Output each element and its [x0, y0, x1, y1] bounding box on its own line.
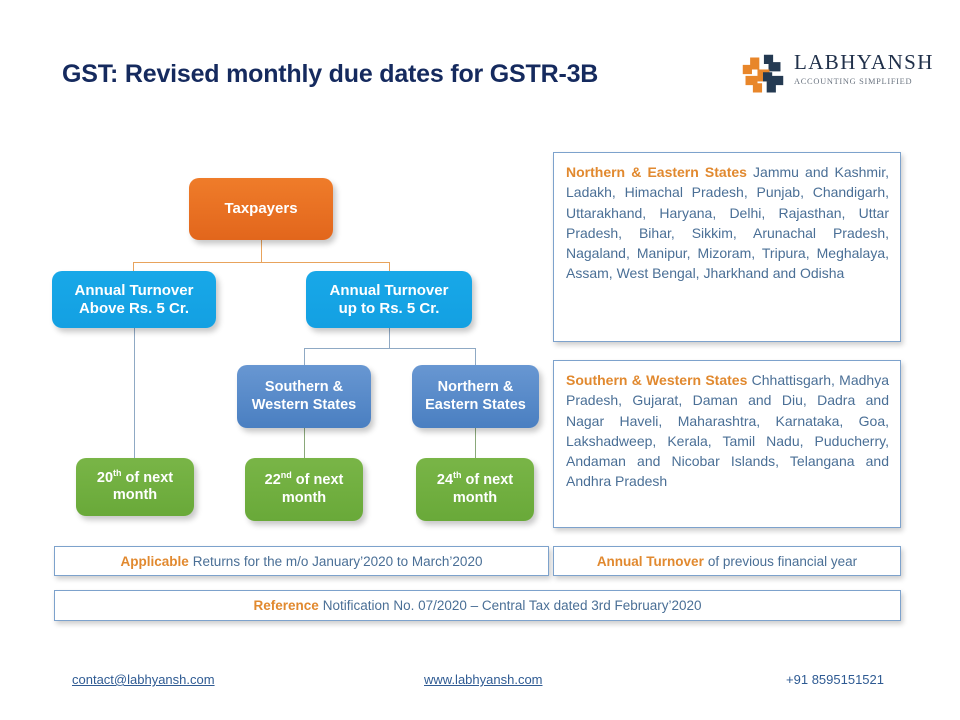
connector-to-northern-eastern: [475, 348, 476, 365]
node-due-date-22nd[interactable]: 22nd of next month: [245, 458, 363, 521]
panel-ne-heading: Northern & Eastern States: [566, 164, 747, 180]
panel-ne-body: Jammu and Kashmir, Ladakh, Himachal Prad…: [566, 164, 889, 282]
node-due-date-22nd-label: 22nd of next month: [264, 470, 344, 506]
pinwheel-logo-icon: [738, 52, 788, 98]
connector-root-bus: [133, 262, 390, 263]
panel-southern-western-states: Southern & Western States Chhattisgarh, …: [553, 360, 901, 528]
panel-northern-eastern-states: Northern & Eastern States Jammu and Kash…: [553, 152, 901, 342]
footer-email-link[interactable]: contact@labhyansh.com: [72, 672, 215, 687]
connector-root-to-left: [133, 262, 134, 274]
footer-contact-bar: contact@labhyansh.com www.labhyansh.com …: [62, 672, 898, 692]
footer-website-link[interactable]: www.labhyansh.com: [424, 672, 543, 687]
note-reference-text: Notification No. 07/2020 – Central Tax d…: [322, 598, 702, 613]
panel-sw-heading: Southern & Western States: [566, 372, 748, 388]
connector-root-stem: [261, 240, 262, 262]
note-turnover-label: Annual Turnover: [596, 553, 704, 569]
node-northern-eastern-states[interactable]: Northern & Eastern States: [412, 365, 539, 428]
note-applicable-label: Applicable: [120, 553, 189, 569]
note-reference-label: Reference: [253, 598, 319, 613]
note-annual-turnover: Annual Turnover of previous financial yea…: [553, 546, 901, 576]
note-reference: Reference Notification No. 07/2020 – Cent…: [54, 590, 901, 621]
node-turnover-upto-5cr[interactable]: Annual Turnover up to Rs. 5 Cr.: [306, 271, 472, 328]
note-applicable-text: Returns for the m/o January’2020 to Marc…: [192, 553, 483, 569]
footer-phone-number: +91 8595151521: [786, 672, 884, 687]
node-turnover-above-5cr[interactable]: Annual Turnover Above Rs. 5 Cr.: [52, 271, 216, 328]
node-due-date-24th-label: 24th of next month: [436, 470, 514, 506]
connector-ne-to-due24: [475, 428, 476, 460]
panel-sw-body: Chhattisgarh, Madhya Pradesh, Gujarat, D…: [566, 372, 889, 490]
connector-right-stem: [389, 328, 390, 348]
node-due-date-20th[interactable]: 20th of next month: [76, 458, 194, 516]
logo-tagline: ACCOUNTING SIMPLIFIED: [794, 77, 913, 86]
connector-left-to-due20: [134, 328, 135, 458]
brand-logo: LABHYANSH ACCOUNTING SIMPLIFIED: [738, 50, 934, 102]
connector-right-bus: [304, 348, 475, 349]
node-due-date-24th[interactable]: 24th of next month: [416, 458, 534, 521]
node-northern-eastern-states-label: Northern & Eastern States: [425, 379, 526, 413]
connector-to-southern-western: [304, 348, 305, 365]
node-southern-western-states[interactable]: Southern & Western States: [237, 365, 371, 428]
node-turnover-above-5cr-label: Annual Turnover Above Rs. 5 Cr.: [74, 281, 194, 317]
note-applicable-returns: Applicable Returns for the m/o January’20…: [54, 546, 549, 576]
node-due-date-20th-label: 20th of next month: [96, 468, 174, 503]
node-taxpayers-label: Taxpayers: [224, 200, 298, 218]
node-taxpayers[interactable]: Taxpayers: [189, 178, 333, 240]
page-title: GST: Revised monthly due dates for GSTR-…: [62, 60, 599, 88]
node-southern-western-states-label: Southern & Western States: [251, 379, 357, 413]
connector-root-to-right: [389, 262, 390, 274]
node-turnover-upto-5cr-label: Annual Turnover up to Rs. 5 Cr.: [329, 281, 449, 317]
connector-sw-to-due22: [304, 428, 305, 460]
note-turnover-text: of previous financial year: [707, 553, 858, 569]
logo-wordmark: LABHYANSH ACCOUNTING SIMPLIFIED: [794, 50, 934, 87]
logo-name: LABHYANSH: [794, 50, 934, 74]
